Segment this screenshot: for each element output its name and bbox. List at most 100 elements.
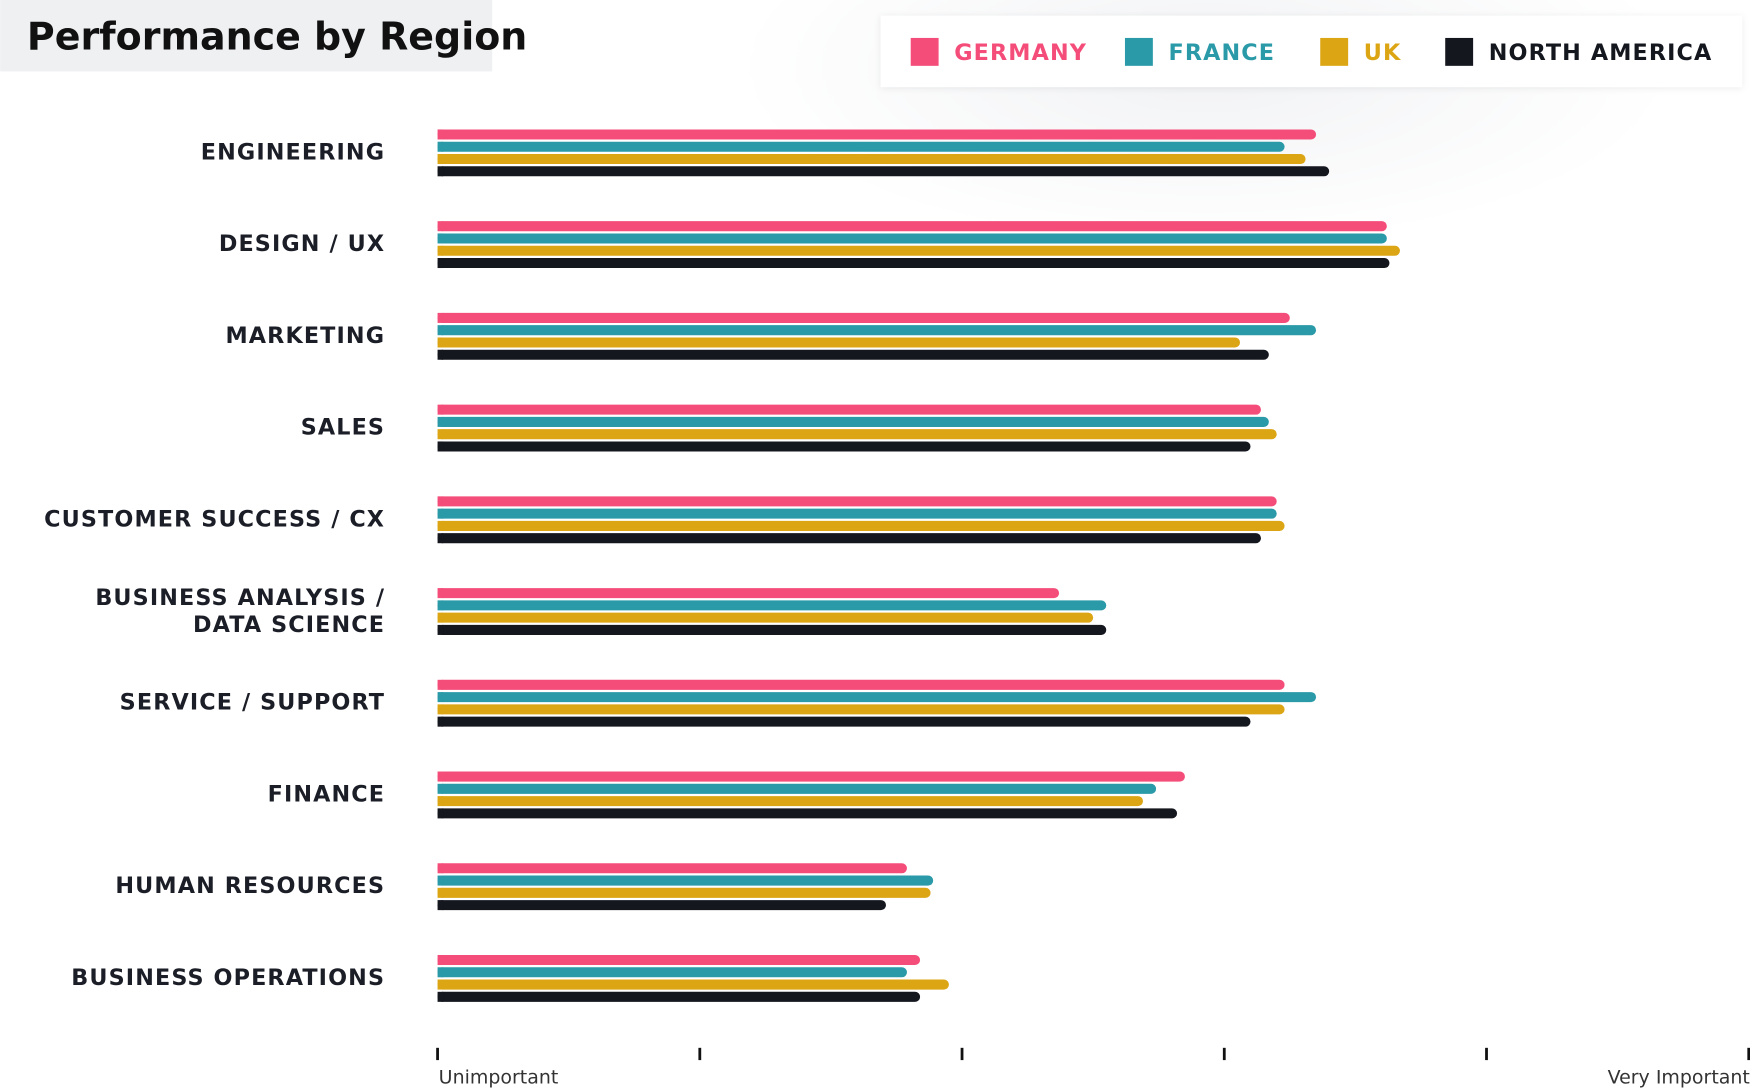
bar	[437, 771, 1185, 782]
bar-square-start	[437, 588, 444, 599]
bar	[437, 600, 1107, 611]
bar	[437, 796, 1143, 807]
bar-square-start	[437, 600, 444, 611]
bar-square-start	[437, 771, 444, 782]
y-tick-label: HUMAN RESOURCES	[115, 873, 385, 899]
legend-label: FRANCE	[1168, 40, 1275, 66]
legend-label: GERMANY	[954, 40, 1087, 66]
bar-square-start	[437, 991, 444, 1002]
bar	[437, 166, 1330, 177]
bar	[437, 429, 1277, 440]
bar-square-start	[437, 679, 444, 690]
bar	[437, 129, 1317, 140]
bar-square-start	[437, 887, 444, 898]
bar	[437, 588, 1060, 599]
bar	[437, 141, 1285, 152]
bar	[437, 967, 907, 978]
bar-square-start	[437, 863, 444, 874]
bar-square-start	[437, 796, 444, 807]
y-tick-label: ENGINEERING	[201, 139, 385, 165]
bar-square-start	[437, 692, 444, 703]
bar-square-start	[437, 325, 444, 336]
bar-square-start	[437, 257, 444, 269]
bar-square-start	[437, 153, 444, 165]
bar	[437, 808, 1178, 819]
bar-square-start	[437, 337, 444, 348]
y-tick-label: CUSTOMER SUCCESS / CX	[44, 506, 385, 532]
x-tick-label: Unimportant	[439, 1066, 559, 1088]
bar	[437, 704, 1285, 715]
bar-square-start	[437, 979, 444, 990]
bar-square-start	[437, 533, 444, 544]
bar-square-start	[437, 404, 444, 415]
bar-square-start	[437, 416, 444, 427]
bar	[437, 533, 1261, 544]
bar	[437, 875, 934, 886]
bar	[437, 624, 1107, 635]
y-tick-label: BUSINESS OPERATIONS	[71, 965, 385, 991]
bar-square-start	[437, 716, 444, 727]
y-tick-label: BUSINESS ANALYSIS / DATA SCIENCE	[95, 585, 385, 638]
bar	[437, 692, 1317, 703]
x-tick-label: Very Important	[1608, 1066, 1750, 1088]
legend-swatch	[1124, 37, 1153, 66]
legend-swatch	[1320, 37, 1349, 66]
y-tick-label: SERVICE / SUPPORT	[120, 690, 385, 716]
bar	[437, 979, 949, 990]
bar-square-start	[437, 221, 444, 232]
chart-title: Performance by Region	[27, 15, 527, 59]
bar	[437, 887, 931, 898]
bar	[437, 233, 1387, 244]
bar	[437, 312, 1290, 323]
bar-square-start	[437, 245, 444, 256]
bar-square-start	[437, 349, 444, 360]
bar-square-start	[437, 441, 444, 452]
bar	[437, 221, 1387, 232]
bar	[437, 496, 1277, 507]
bar-square-start	[437, 129, 444, 140]
bar-square-start	[437, 900, 444, 911]
bar-square-start	[437, 783, 444, 794]
bar	[437, 349, 1269, 360]
bar	[437, 900, 886, 911]
bar	[437, 337, 1241, 348]
bar	[437, 520, 1285, 531]
bar	[437, 679, 1285, 690]
bar	[437, 416, 1269, 427]
bar	[437, 863, 907, 874]
bar-square-start	[437, 520, 444, 531]
bar	[437, 991, 921, 1002]
bar-square-start	[437, 954, 444, 966]
legend-swatch	[910, 37, 939, 66]
bar	[437, 612, 1094, 623]
bar	[437, 325, 1317, 336]
bar-square-start	[437, 166, 444, 177]
bar	[437, 404, 1261, 415]
bar	[437, 153, 1306, 165]
y-tick-label: MARKETING	[225, 323, 385, 349]
bar	[437, 441, 1251, 452]
bar	[437, 257, 1390, 269]
bar	[437, 508, 1277, 519]
bar-square-start	[437, 508, 444, 519]
legend-label: UK	[1364, 40, 1402, 66]
y-tick-label: SALES	[301, 415, 385, 441]
bar-square-start	[437, 808, 444, 819]
legend-label: NORTH AMERICA	[1489, 40, 1713, 66]
bar-square-start	[437, 612, 444, 623]
bar	[437, 245, 1400, 256]
bar-square-start	[437, 704, 444, 715]
bar-square-start	[437, 624, 444, 635]
title-box	[0, 0, 493, 72]
y-tick-label: DESIGN / UX	[219, 231, 385, 257]
bar-square-start	[437, 141, 444, 152]
bar	[437, 716, 1251, 727]
bar-square-start	[437, 875, 444, 886]
legend-box	[880, 15, 1743, 88]
bar-square-start	[437, 429, 444, 440]
bar-square-start	[437, 312, 444, 323]
y-tick-label: FINANCE	[268, 781, 386, 807]
legend-swatch	[1445, 37, 1474, 66]
bar	[437, 783, 1157, 794]
